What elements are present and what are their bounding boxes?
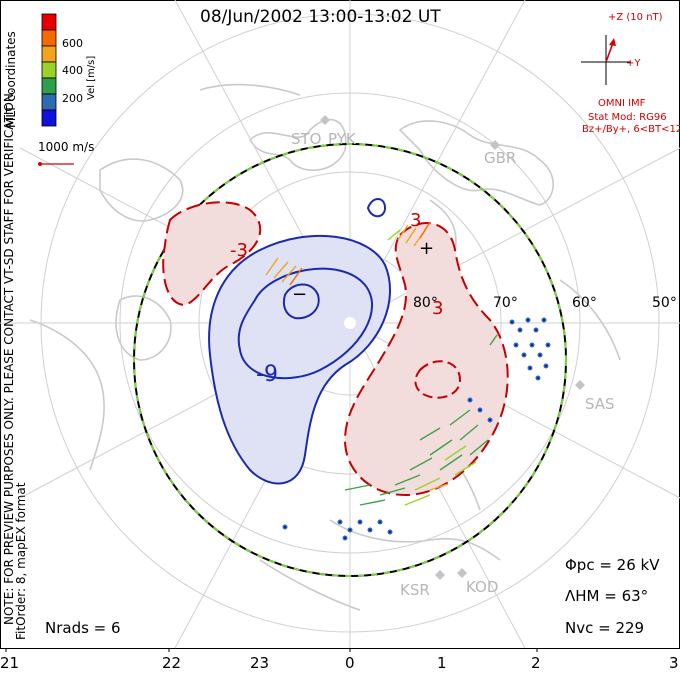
colorbar-swatch xyxy=(41,61,57,79)
negative-potential-contour-core xyxy=(282,283,320,320)
colorbar-tick-600: 600 xyxy=(62,37,83,50)
imf-y-label: +Y xyxy=(626,58,641,69)
latitude-label-50: 50° xyxy=(652,295,677,311)
station-markers xyxy=(320,115,585,580)
colorbar-swatch xyxy=(41,45,57,63)
contour-label-neg9: -9 xyxy=(256,362,278,387)
latitude-label-70: 70° xyxy=(493,295,518,311)
positive-potential-cell-dawn xyxy=(343,222,509,497)
mlt-label-21: 21 xyxy=(0,654,20,672)
colorbar xyxy=(41,13,57,127)
negative-potential-contour-small xyxy=(366,198,387,218)
map-title: 08/Jun/2002 13:00-13:02 UT xyxy=(200,7,441,27)
latitude-label-60: 60° xyxy=(572,295,597,311)
imf-condition: Bz+/By+, 6<BT<12 xyxy=(582,124,680,135)
positive-potential-contour-inner xyxy=(414,360,462,399)
colorbar-swatch xyxy=(41,77,57,95)
station-ksr: KSR xyxy=(400,581,430,599)
colorbar-swatch xyxy=(41,13,57,31)
station-gbr: GBR xyxy=(484,149,517,167)
heppner-maynard-boundary-dash xyxy=(133,143,567,577)
coastlines xyxy=(29,83,621,611)
latitude-label-80: 80° xyxy=(413,295,438,311)
colorbar-swatch xyxy=(41,29,57,47)
vector-count: Nvc = 229 xyxy=(565,619,645,637)
colorbar-label: Vel [m/s] xyxy=(86,55,97,100)
imf-stat-mod: Stat Mod: RG96 xyxy=(588,112,667,123)
mlt-ticks xyxy=(5,648,538,652)
colorbar-tick-400: 400 xyxy=(62,64,83,77)
station-kod: KOD xyxy=(466,578,499,596)
mlt-label-0: 0 xyxy=(345,654,355,672)
potential-max-marker: + xyxy=(419,238,435,259)
colorbar-tick-200: 200 xyxy=(62,92,83,105)
mlt-label-22: 22 xyxy=(162,654,182,672)
pole-marker xyxy=(344,317,356,329)
colorbar-swatch xyxy=(41,93,57,111)
station-sas: SAS xyxy=(585,395,615,413)
mlt-label-1: 1 xyxy=(437,654,447,672)
imf-vector-head xyxy=(609,38,616,46)
negative-potential-contour-inner xyxy=(237,267,374,380)
mlt-label-23: 23 xyxy=(250,654,270,672)
imf-source: OMNI IMF xyxy=(598,98,646,109)
contour-label-3-upper: 3 xyxy=(410,210,422,231)
velocity-vectors xyxy=(265,221,551,541)
fitorder-label: FitOrder: 8, mapEX format xyxy=(14,482,28,640)
mlt-label-3: 3 xyxy=(669,654,679,672)
scale-vector-dot xyxy=(38,162,42,166)
negative-potential-cell xyxy=(208,234,391,485)
colorbar-swatch xyxy=(41,109,57,127)
radar-count: Nrads = 6 xyxy=(45,619,121,637)
contour-label-neg3: -3 xyxy=(230,240,248,261)
cross-polar-potential: Φpc = 26 kV xyxy=(565,556,660,574)
station-sto: STO xyxy=(291,130,322,148)
station-pyk: PYK xyxy=(328,130,356,148)
mlt-label-2: 2 xyxy=(531,654,541,672)
contour-label-3-lower: 3 xyxy=(432,298,444,319)
imf-z-label: +Z (10 nT) xyxy=(608,12,663,23)
positive-potential-cell-dusk xyxy=(162,201,262,307)
scale-vector-label: 1000 m/s xyxy=(38,140,95,154)
potential-min-marker: − xyxy=(292,284,308,305)
heppner-maynard-latitude: ΛHM = 63° xyxy=(565,587,649,605)
